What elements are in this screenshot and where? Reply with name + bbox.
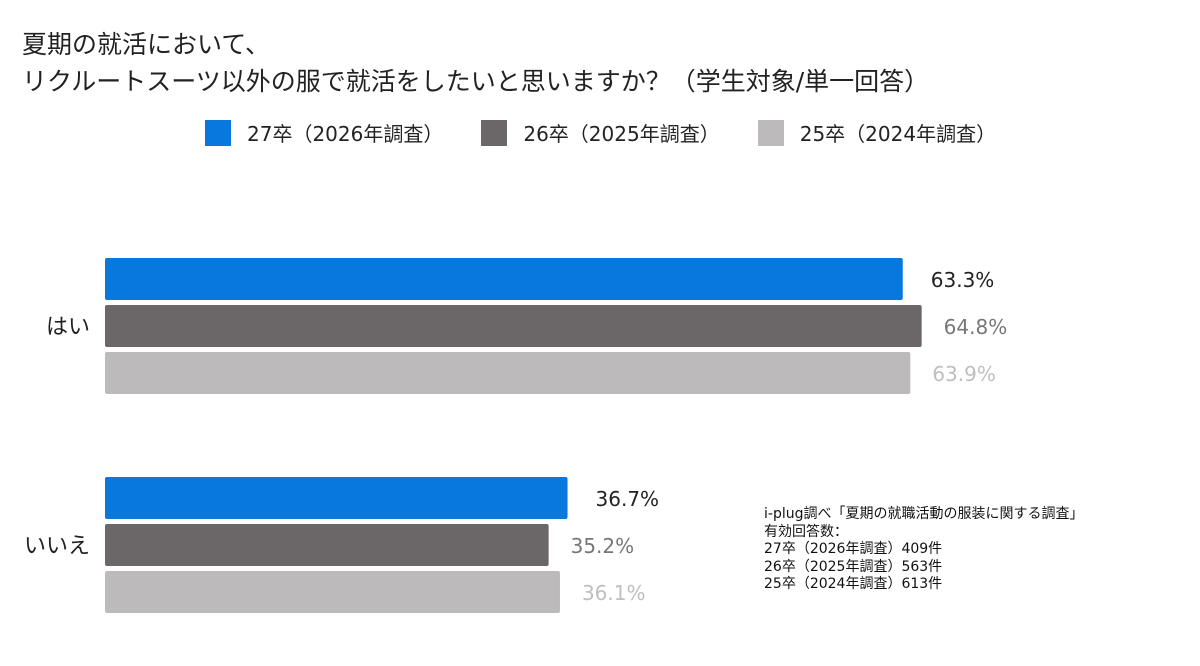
respondents-label: 有効回答数：: [764, 523, 848, 540]
legend-swatch-25: [757, 119, 784, 146]
bar: [105, 305, 922, 347]
chart-title-line-2: リクルートスーツ以外の服で就活をしたいと思いますか？（学生対象/単一回答）: [22, 67, 930, 96]
chart-title-line-1: 夏期の就活において、: [22, 30, 271, 59]
bar: [105, 258, 903, 300]
legend: 27卒（2026年調査） 26卒（2025年調査） 25卒（2024年調査）: [205, 118, 1034, 147]
bar: [105, 571, 560, 613]
respondents-27: 27卒（2026年調査）409件: [764, 541, 943, 557]
legend-label-27: 27卒（2026年調査）: [247, 122, 444, 146]
data-label: 35.2%: [571, 534, 635, 558]
chart-title: 夏期の就活において、 リクルートスーツ以外の服で就活をしたいと思いますか？（学生…: [22, 26, 929, 100]
category-label: いいえ: [24, 534, 90, 559]
legend-label-25: 25卒（2024年調査）: [799, 122, 997, 146]
bar: [105, 477, 568, 519]
bar: [105, 524, 549, 566]
category-label: はい: [46, 315, 90, 340]
respondents-25: 25卒（2024年調査）613件: [764, 576, 943, 592]
data-label: 63.9%: [932, 362, 996, 386]
legend-item-27: 27卒（2026年調査）: [205, 118, 443, 147]
data-label: 63.3%: [931, 268, 995, 292]
source-note: i-plug調べ「夏期の就職活動の服装に関する調査」 有効回答数： 27卒（20…: [764, 506, 1083, 594]
source-note-title: i-plug調べ「夏期の就職活動の服装に関する調査」: [764, 506, 1084, 522]
legend-swatch-26: [481, 119, 508, 146]
legend-label-26: 26卒（2025年調査）: [523, 122, 720, 146]
data-label: 64.8%: [944, 315, 1008, 339]
bar: [105, 352, 911, 394]
respondents-26: 26卒（2025年調査）563件: [764, 558, 943, 575]
data-label: 36.1%: [582, 581, 646, 605]
legend-swatch-27: [205, 119, 231, 146]
legend-item-25: 25卒（2024年調査）: [757, 118, 997, 147]
data-label: 36.7%: [596, 487, 660, 511]
legend-item-26: 26卒（2025年調査）: [481, 118, 720, 147]
